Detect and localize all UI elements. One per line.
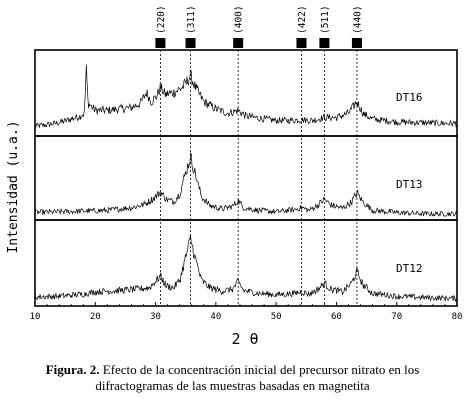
peak-marker — [185, 38, 196, 48]
sample-label: DT16 — [396, 91, 423, 104]
x-tick-label: 60 — [331, 312, 342, 322]
sample-label: DT12 — [396, 262, 423, 275]
figure-caption: Figura. 2. Efecto de la concentración in… — [0, 362, 465, 394]
peak-marker — [351, 38, 362, 48]
peak-label: (400) — [234, 5, 245, 34]
xrd-chart: (220) (311) (400) (422) (511) (440) 10 20 30 40 5… — [6, 5, 463, 348]
caption-line-2: difractogramas de las muestras basadas e… — [95, 378, 370, 393]
peak-label: (511) — [320, 5, 331, 34]
peak-marker — [296, 38, 307, 48]
peak-label: (422) — [297, 5, 308, 34]
x-tick-label: 50 — [271, 312, 282, 322]
diffraction-trace — [34, 234, 458, 303]
x-tick-label: 30 — [150, 312, 161, 322]
panel-frame — [34, 49, 458, 137]
diffraction-trace — [34, 152, 458, 217]
diffraction-trace — [34, 64, 458, 129]
sample-label: DT13 — [396, 178, 423, 191]
x-tick-label: 70 — [391, 312, 402, 322]
peak-label: (440) — [352, 5, 363, 34]
x-axis-title: 2 θ — [231, 330, 258, 348]
x-tick-label: 20 — [90, 312, 101, 322]
peak-label: (220) — [156, 5, 167, 34]
peak-label: (311) — [186, 5, 197, 34]
y-axis-title: Intensidad (u.a.) — [6, 120, 21, 253]
panel-frame — [34, 135, 458, 221]
caption-label: Figura. 2. — [45, 362, 100, 377]
peak-marker — [319, 38, 330, 48]
x-tick-label: 10 — [30, 312, 41, 322]
caption-line-1: Efecto de la concentración inicial del p… — [99, 362, 420, 377]
x-tick-label: 40 — [210, 312, 221, 322]
peak-marker — [155, 38, 166, 48]
panel-frame — [34, 219, 458, 307]
x-tick-label: 80 — [452, 312, 463, 322]
peak-marker — [233, 38, 244, 48]
